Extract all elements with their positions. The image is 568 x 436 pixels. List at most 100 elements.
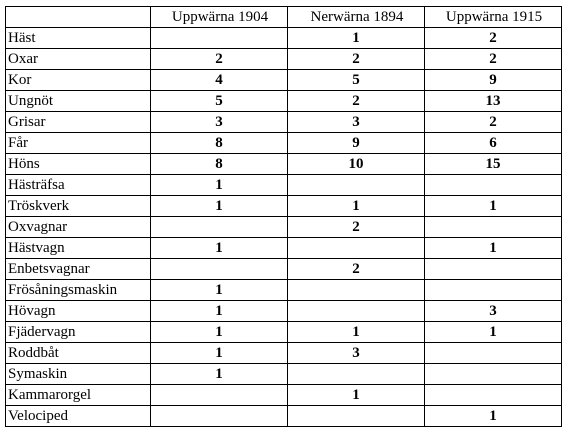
value-cell xyxy=(287,279,425,301)
table-row: Frösåningsmaskin 1 xyxy=(5,279,562,301)
value-cell: 1 xyxy=(150,321,288,343)
value-cell: 1 xyxy=(287,321,425,343)
row-label: Häst xyxy=(5,27,151,49)
value-cell: 2 xyxy=(287,216,425,238)
value-cell xyxy=(150,405,288,427)
value-cell: 9 xyxy=(424,69,562,91)
table-row: Kor 4 5 9 xyxy=(5,69,562,91)
value-cell xyxy=(287,300,425,322)
header-cell-1894: Nerwärna 1894 xyxy=(287,6,425,28)
table-row: Ungnöt 5 2 13 xyxy=(5,90,562,112)
value-cell xyxy=(150,216,288,238)
value-cell: 3 xyxy=(287,342,425,364)
table-row: Symaskin 1 xyxy=(5,363,562,385)
value-cell: 10 xyxy=(287,153,425,175)
table-row: Grisar 3 3 2 xyxy=(5,111,562,133)
value-cell xyxy=(424,216,562,238)
row-label: Symaskin xyxy=(5,363,151,385)
value-cell: 1 xyxy=(150,300,288,322)
value-cell: 9 xyxy=(287,132,425,154)
table-row: Velociped 1 xyxy=(5,405,562,427)
value-cell xyxy=(150,384,288,406)
row-label: Enbetsvagnar xyxy=(5,258,151,280)
value-cell: 2 xyxy=(287,258,425,280)
value-cell: 1 xyxy=(150,237,288,259)
table-row: Hövagn 1 3 xyxy=(5,300,562,322)
table-body: Häst 1 2 Oxar 2 2 2 Kor 4 5 9 Ungnöt 5 2 13 Grisar 3 3 2 Få… xyxy=(5,27,562,427)
row-label: Hästvagn xyxy=(5,237,151,259)
value-cell: 6 xyxy=(424,132,562,154)
table-row: Oxvagnar 2 xyxy=(5,216,562,238)
table-row: Enbetsvagnar 2 xyxy=(5,258,562,280)
value-cell: 2 xyxy=(424,48,562,70)
value-cell: 1 xyxy=(150,279,288,301)
table-row: Hästvagn 1 1 xyxy=(5,237,562,259)
value-cell xyxy=(287,363,425,385)
value-cell xyxy=(150,27,288,49)
value-cell: 8 xyxy=(150,132,288,154)
value-cell: 2 xyxy=(287,48,425,70)
value-cell: 1 xyxy=(287,384,425,406)
value-cell: 1 xyxy=(424,237,562,259)
value-cell: 2 xyxy=(424,111,562,133)
table-row: Höns 8 10 15 xyxy=(5,153,562,175)
table-row: Oxar 2 2 2 xyxy=(5,48,562,70)
value-cell: 3 xyxy=(424,300,562,322)
row-label: Får xyxy=(5,132,151,154)
row-label: Oxvagnar xyxy=(5,216,151,238)
header-cell-empty xyxy=(5,6,151,28)
value-cell: 2 xyxy=(424,27,562,49)
value-cell xyxy=(424,258,562,280)
inventory-table: Uppwärna 1904 Nerwärna 1894 Uppwärna 191… xyxy=(5,6,562,427)
value-cell xyxy=(424,384,562,406)
value-cell xyxy=(424,363,562,385)
value-cell xyxy=(287,174,425,196)
row-label: Fjädervagn xyxy=(5,321,151,343)
header-row: Uppwärna 1904 Nerwärna 1894 Uppwärna 191… xyxy=(5,6,562,28)
value-cell: 2 xyxy=(150,48,288,70)
value-cell: 5 xyxy=(287,69,425,91)
value-cell: 1 xyxy=(424,321,562,343)
value-cell xyxy=(424,279,562,301)
header-cell-1915: Uppwärna 1915 xyxy=(424,6,562,28)
value-cell xyxy=(424,174,562,196)
row-label: Tröskverk xyxy=(5,195,151,217)
value-cell xyxy=(150,258,288,280)
table-row: Hästräfsa 1 xyxy=(5,174,562,196)
table-row: Häst 1 2 xyxy=(5,27,562,49)
value-cell xyxy=(287,237,425,259)
row-label: Frösåningsmaskin xyxy=(5,279,151,301)
value-cell: 2 xyxy=(287,90,425,112)
row-label: Grisar xyxy=(5,111,151,133)
value-cell: 3 xyxy=(287,111,425,133)
value-cell: 13 xyxy=(424,90,562,112)
value-cell: 1 xyxy=(150,195,288,217)
value-cell: 5 xyxy=(150,90,288,112)
value-cell xyxy=(424,342,562,364)
row-label: Roddbåt xyxy=(5,342,151,364)
table-row: Tröskverk 1 1 1 xyxy=(5,195,562,217)
value-cell xyxy=(287,405,425,427)
row-label: Höns xyxy=(5,153,151,175)
value-cell: 3 xyxy=(150,111,288,133)
value-cell: 1 xyxy=(424,195,562,217)
value-cell: 1 xyxy=(287,195,425,217)
row-label: Hövagn xyxy=(5,300,151,322)
table-row: Fjädervagn 1 1 1 xyxy=(5,321,562,343)
table-row: Får 8 9 6 xyxy=(5,132,562,154)
value-cell: 1 xyxy=(424,405,562,427)
value-cell: 1 xyxy=(150,342,288,364)
value-cell: 4 xyxy=(150,69,288,91)
row-label: Oxar xyxy=(5,48,151,70)
row-label: Hästräfsa xyxy=(5,174,151,196)
table-row: Roddbåt 1 3 xyxy=(5,342,562,364)
row-label: Kor xyxy=(5,69,151,91)
value-cell: 15 xyxy=(424,153,562,175)
table-row: Kammarorgel 1 xyxy=(5,384,562,406)
row-label: Kammarorgel xyxy=(5,384,151,406)
row-label: Ungnöt xyxy=(5,90,151,112)
value-cell: 1 xyxy=(150,363,288,385)
value-cell: 1 xyxy=(150,174,288,196)
row-label: Velociped xyxy=(5,405,151,427)
value-cell: 1 xyxy=(287,27,425,49)
